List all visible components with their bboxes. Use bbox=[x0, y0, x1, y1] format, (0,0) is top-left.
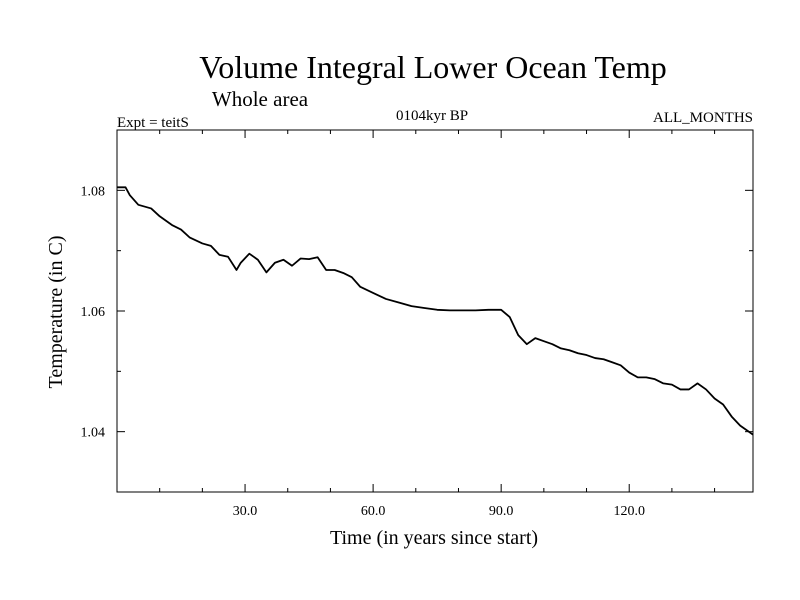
tick-labels: 30.0 60.0 90.0 120.0 1.04 1.06 1.08 bbox=[81, 184, 645, 519]
x-tick-label: 30.0 bbox=[233, 504, 258, 519]
plot-frame bbox=[116, 129, 754, 493]
y-tick-label: 1.06 bbox=[81, 305, 106, 320]
chart-subtitle: Whole area bbox=[212, 87, 309, 111]
series-line-temperature bbox=[117, 186, 754, 436]
y-axis-label: Temperature (in C) bbox=[45, 236, 67, 389]
y-tick-label: 1.08 bbox=[81, 184, 106, 199]
chart-title: Volume Integral Lower Ocean Temp bbox=[199, 49, 667, 85]
axis-ticks bbox=[117, 129, 753, 493]
x-axis-label: Time (in years since start) bbox=[330, 527, 538, 549]
months-label: ALL_MONTHS bbox=[653, 110, 753, 126]
period-label: 0104kyr BP bbox=[396, 108, 468, 124]
x-tick-label: 90.0 bbox=[489, 504, 514, 519]
x-tick-label: 120.0 bbox=[613, 504, 645, 519]
series-group bbox=[117, 186, 754, 436]
y-tick-label: 1.04 bbox=[81, 426, 106, 441]
experiment-label: Expt = teitS bbox=[117, 115, 189, 131]
x-tick-label: 60.0 bbox=[361, 504, 386, 519]
